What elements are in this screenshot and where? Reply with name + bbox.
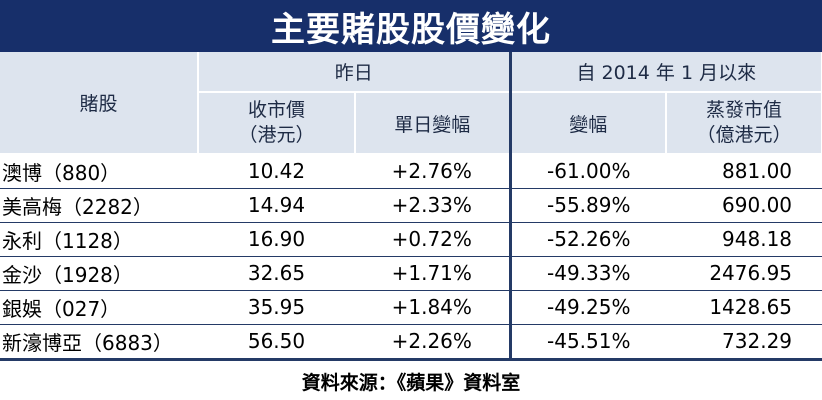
table-row: 新濠博亞（6883） 56.50 +2.26% -45.51% 732.29 (0, 324, 822, 359)
stock-name-cell: 美高梅（2282） (0, 188, 198, 223)
header-change: 變幅 (508, 92, 668, 155)
close-price-cell: 14.94 (198, 188, 355, 223)
change-cell: -52.26% (508, 222, 667, 257)
header-since-group: 自 2014 年 1 月以來 (508, 52, 822, 93)
footer-divider (0, 359, 822, 361)
lost-value-cell: 1428.65 (666, 290, 822, 325)
lost-value-cell: 881.00 (666, 154, 822, 189)
source-note: 資料來源：《蘋果》資料室 (301, 371, 521, 394)
close-price-cell: 35.95 (198, 290, 355, 325)
header-close-line1: 收市價 (247, 99, 305, 121)
header-close-price: 收市價 （港元） (198, 92, 356, 155)
close-price-cell: 32.65 (198, 256, 355, 291)
lost-value-cell: 732.29 (666, 324, 822, 359)
change-cell: -61.00% (508, 154, 667, 189)
header-lost-value-line1: 蒸發市值 (706, 99, 783, 121)
close-price-cell: 56.50 (198, 324, 355, 359)
daily-change-cell: +2.26% (355, 324, 511, 359)
daily-change-cell: +2.33% (355, 188, 511, 223)
header-close-line2: （港元） (238, 124, 315, 146)
stock-price-table: 賭股 昨日 自 2014 年 1 月以來 收市價 （港元） 單日變幅 變幅 蒸發… (0, 52, 822, 359)
stock-name-cell: 銀娛（027） (0, 290, 198, 325)
table-row: 金沙（1928） 32.65 +1.71% -49.33% 2476.95 (0, 256, 822, 291)
lost-value-cell: 2476.95 (666, 256, 822, 291)
change-cell: -49.33% (508, 256, 667, 291)
stock-name-cell: 金沙（1928） (0, 256, 198, 291)
daily-change-cell: +1.71% (355, 256, 511, 291)
header-yesterday-group: 昨日 (198, 52, 512, 93)
daily-change-cell: +0.72% (355, 222, 511, 257)
stock-name-cell: 永利（1128） (0, 222, 198, 257)
stock-name-cell: 澳博（880） (0, 154, 198, 189)
table-row: 澳博（880） 10.42 +2.76% -61.00% 881.00 (0, 154, 822, 189)
lost-value-cell: 690.00 (666, 188, 822, 223)
table-row: 美高梅（2282） 14.94 +2.33% -55.89% 690.00 (0, 188, 822, 223)
change-cell: -45.51% (508, 324, 667, 359)
header-lost-value: 蒸發市值 （億港元） (666, 92, 822, 155)
lost-value-cell: 948.18 (666, 222, 822, 257)
table-row: 銀娛（027） 35.95 +1.84% -49.25% 1428.65 (0, 290, 822, 325)
change-cell: -49.25% (508, 290, 667, 325)
stock-name-cell: 新濠博亞（6883） (0, 324, 198, 359)
header-daily-change: 單日變幅 (355, 92, 512, 155)
close-price-cell: 10.42 (198, 154, 355, 189)
daily-change-cell: +1.84% (355, 290, 511, 325)
change-cell: -55.89% (508, 188, 667, 223)
close-price-cell: 16.90 (198, 222, 355, 257)
page-title: 主要賭股股價變化 (0, 0, 822, 52)
daily-change-cell: +2.76% (355, 154, 511, 189)
table-row: 永利（1128） 16.90 +0.72% -52.26% 948.18 (0, 222, 822, 257)
header-stock: 賭股 (0, 52, 199, 155)
header-lost-value-line2: （億港元） (696, 124, 792, 146)
